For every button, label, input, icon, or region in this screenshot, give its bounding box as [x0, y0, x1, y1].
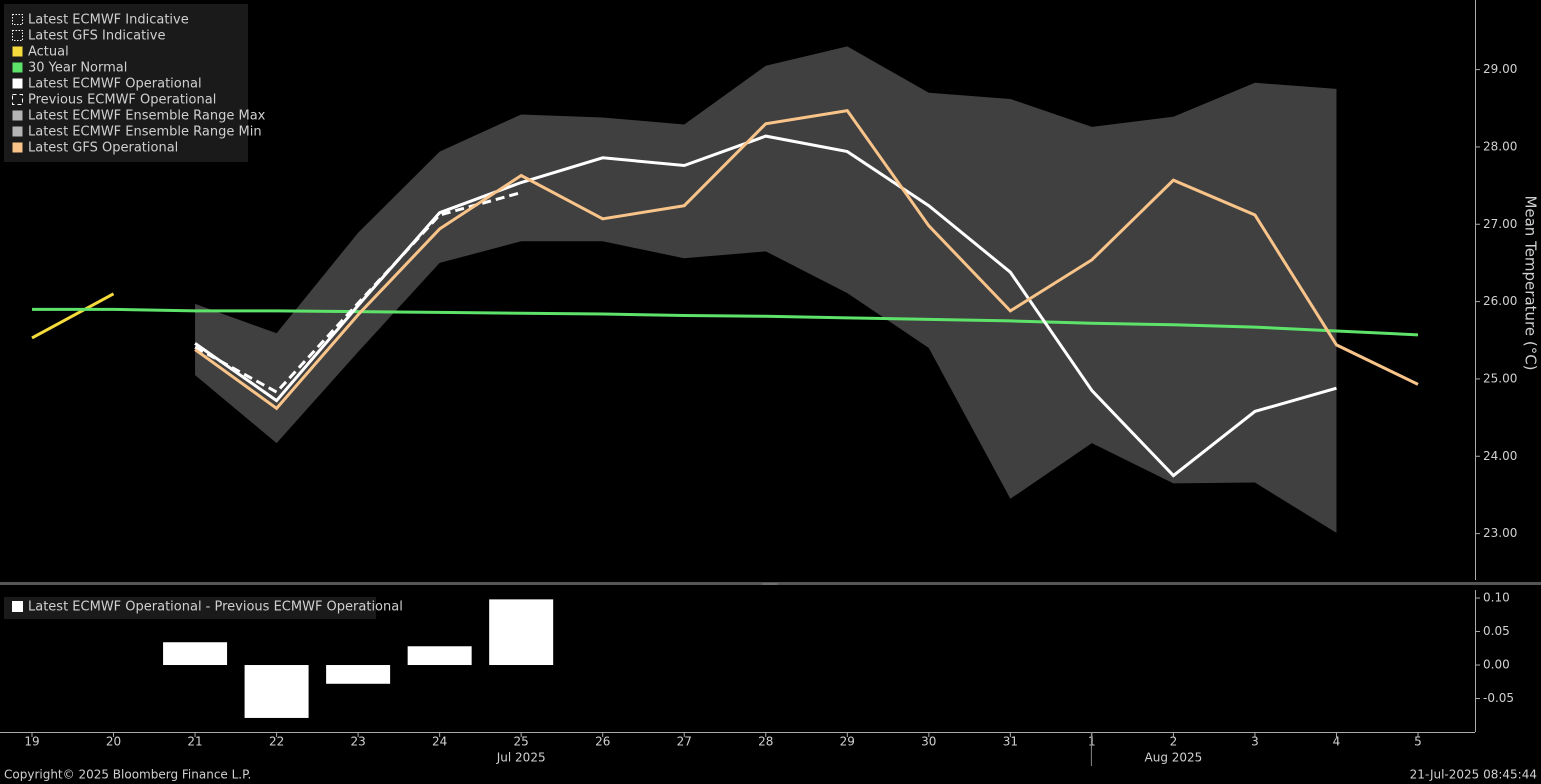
legend-swatch [12, 14, 23, 25]
legend-label: Actual [28, 45, 69, 60]
legend-box [4, 597, 376, 619]
x-tick-label: 25 [514, 735, 529, 749]
legend-swatch [12, 126, 23, 137]
x-tick-label: 5 [1414, 735, 1422, 749]
legend-label: Latest GFS Indicative [28, 29, 165, 44]
month-label: Jul 2025 [496, 751, 546, 765]
bar [244, 665, 309, 718]
legend-swatch [12, 78, 23, 89]
legend-label: Latest ECMWF Ensemble Range Max [28, 109, 266, 124]
legend-swatch [12, 30, 23, 41]
series-line [32, 307, 1419, 337]
legend-swatch [12, 94, 23, 105]
series-line [194, 191, 522, 394]
y-axis-label: Mean Temperature (°C) [1522, 195, 1540, 370]
legend-label: Previous ECMWF Operational [28, 93, 216, 108]
x-tick-label: 3 [1251, 735, 1259, 749]
y-tick-label: 27.00 [1483, 217, 1517, 231]
legend-swatch [12, 601, 23, 612]
x-tick-label: 27 [677, 735, 692, 749]
legend-label: Latest ECMWF Indicative [28, 13, 189, 28]
x-tick-label: 22 [269, 735, 284, 749]
legend-label: Latest GFS Operational [28, 141, 178, 156]
legend-swatch [12, 142, 23, 153]
y-tick-label: 0.05 [1483, 624, 1510, 638]
x-tick-label: 4 [1333, 735, 1341, 749]
legend-label: Latest ECMWF Ensemble Range Min [28, 125, 262, 140]
y-tick-label: 0.10 [1483, 591, 1510, 605]
x-tick-label: 30 [921, 735, 936, 749]
x-tick-label: 19 [24, 735, 39, 749]
copyright: Copyright© 2025 Bloomberg Finance L.P. [4, 768, 251, 782]
legend-swatch [12, 62, 23, 73]
x-tick-label: 31 [1003, 735, 1018, 749]
y-tick-label: 24.00 [1483, 449, 1517, 463]
bar [489, 599, 554, 666]
month-label: Aug 2025 [1145, 751, 1203, 765]
series-line [194, 108, 1419, 411]
y-tick-label: 26.00 [1483, 294, 1517, 308]
y-tick-label: 29.00 [1483, 62, 1517, 76]
legend-label: 30 Year Normal [28, 61, 127, 76]
legend-box [4, 4, 248, 162]
y-tick-label: 28.00 [1483, 139, 1517, 153]
x-tick-label: 24 [432, 735, 447, 749]
x-tick-label: 2 [1170, 735, 1178, 749]
legend-swatch [12, 46, 23, 57]
y-tick-label: 23.00 [1483, 526, 1517, 540]
x-tick-label: 21 [187, 735, 202, 749]
legend-label: Latest ECMWF Operational [28, 77, 202, 92]
x-tick-label: 29 [840, 735, 855, 749]
y-tick-label: 25.00 [1483, 371, 1517, 385]
x-tick-label: 23 [350, 735, 365, 749]
timestamp: 21-Jul-2025 08:45:44 [1410, 768, 1537, 782]
x-tick-label: 28 [758, 735, 773, 749]
x-tick-label: 26 [595, 735, 610, 749]
bar [163, 642, 228, 666]
ensemble-range [195, 46, 1337, 533]
x-tick-label: 20 [106, 735, 121, 749]
legend-label: Latest ECMWF Operational - Previous ECMW… [28, 600, 403, 615]
bar [326, 665, 391, 684]
y-tick-label: -0.05 [1483, 691, 1514, 705]
bar [407, 646, 472, 666]
y-tick-label: 0.00 [1483, 658, 1510, 672]
legend-swatch [12, 110, 23, 121]
series-line [31, 292, 115, 340]
